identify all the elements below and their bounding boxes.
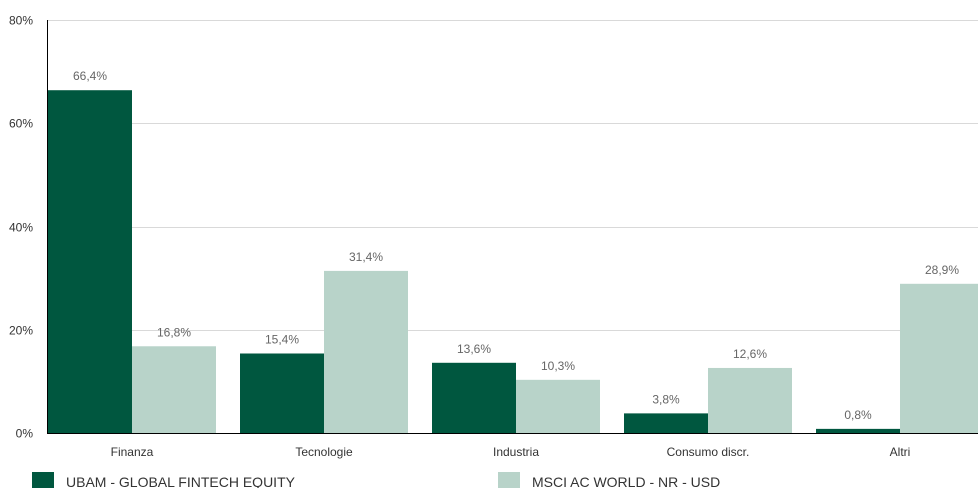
bar-1 bbox=[240, 353, 324, 433]
bar-2 bbox=[900, 283, 978, 433]
data-label: 10,3% bbox=[541, 359, 575, 373]
x-tick-label: Tecnologie bbox=[295, 445, 353, 459]
data-label: 0,8% bbox=[844, 408, 872, 422]
bar-1 bbox=[48, 90, 132, 434]
y-tick-label: 20% bbox=[9, 324, 33, 338]
data-label: 13,6% bbox=[457, 342, 491, 356]
bar-2 bbox=[516, 379, 600, 433]
x-tick-label: Industria bbox=[493, 445, 539, 459]
bar-2 bbox=[708, 367, 792, 433]
x-tick-label: Consumo discr. bbox=[667, 445, 750, 459]
legend: UBAM - GLOBAL FINTECH EQUITY MSCI AC WOR… bbox=[0, 472, 978, 488]
data-label: 16,8% bbox=[157, 325, 191, 339]
y-axis-ticks: 0% 20% 40% 60% 80% bbox=[9, 14, 33, 441]
data-labels: 66,4% 16,8% 15,4% 31,4% 13,6% 10,3% 3,8% 12,6% 0… bbox=[73, 69, 959, 422]
y-tick-label: 60% bbox=[9, 117, 33, 131]
legend-label-series-1: UBAM - GLOBAL FINTECH EQUITY bbox=[66, 474, 295, 488]
data-label: 31,4% bbox=[349, 250, 383, 264]
x-tick-label: Altri bbox=[890, 445, 911, 459]
bars bbox=[48, 90, 978, 434]
data-label: 28,9% bbox=[925, 263, 959, 277]
gridlines bbox=[48, 20, 978, 331]
x-axis-ticks: Finanza Tecnologie Industria Consumo discr.… bbox=[111, 445, 911, 459]
bar-2 bbox=[132, 346, 216, 433]
data-label: 3,8% bbox=[652, 392, 680, 406]
bar-2 bbox=[324, 270, 408, 433]
bar-1 bbox=[624, 413, 708, 433]
legend-item-series-2: MSCI AC WORLD - NR - USD bbox=[498, 472, 720, 488]
legend-label-series-2: MSCI AC WORLD - NR - USD bbox=[532, 474, 721, 488]
bar-1 bbox=[816, 428, 900, 433]
y-tick-label: 80% bbox=[9, 14, 33, 28]
data-label: 66,4% bbox=[73, 69, 107, 83]
legend-swatch-series-2 bbox=[498, 472, 520, 488]
y-tick-label: 40% bbox=[9, 221, 33, 235]
legend-item-series-1: UBAM - GLOBAL FINTECH EQUITY bbox=[32, 472, 295, 488]
x-tick-label: Finanza bbox=[111, 445, 154, 459]
y-tick-label: 0% bbox=[16, 427, 34, 441]
bar-1 bbox=[432, 362, 516, 433]
legend-swatch-series-1 bbox=[32, 472, 54, 488]
data-label: 15,4% bbox=[265, 332, 299, 346]
data-label: 12,6% bbox=[733, 347, 767, 361]
